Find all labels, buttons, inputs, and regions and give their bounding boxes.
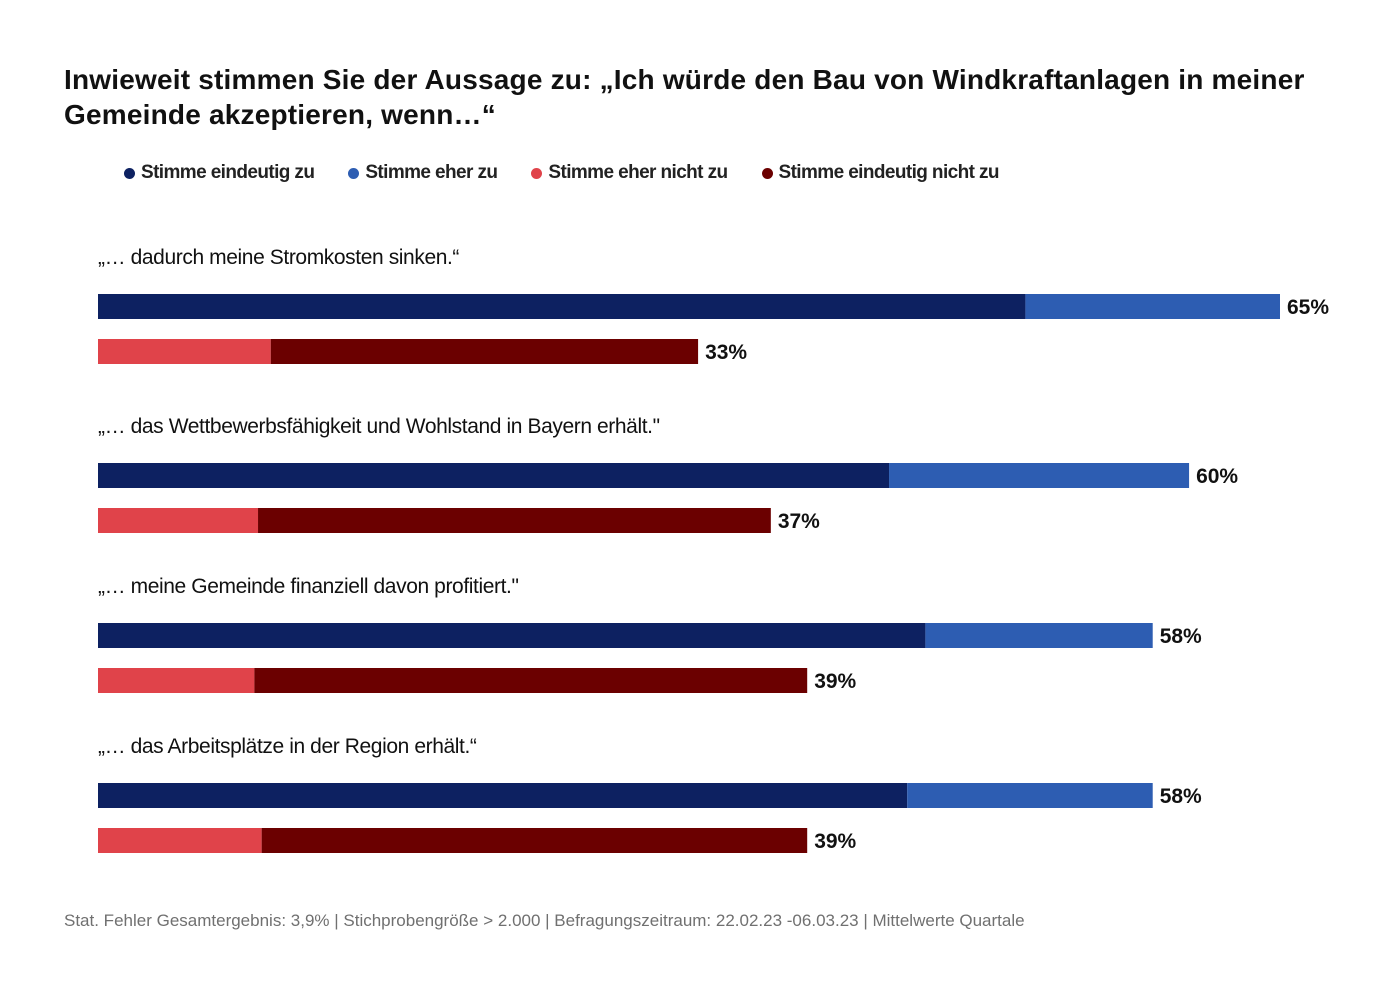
bar-total-label: 37% [778,510,820,533]
bar-total-label: 39% [814,670,856,693]
legend-dot-icon [124,167,135,179]
bar-stimme-eindeutig-zu [98,294,1026,319]
bar-stimme-eher-nicht-zu [98,339,271,364]
bar-total-label: 39% [814,830,856,853]
category-label: „… dadurch meine Stromkosten sinken.“ [98,246,459,269]
bar-stimme-eindeutig-nicht-zu [261,828,808,853]
legend-dot-icon [761,167,773,179]
bar-stimme-eindeutig-nicht-zu [270,339,699,364]
bar-stimme-eher-zu [889,463,1190,488]
bar-stimme-eindeutig-zu [98,783,908,808]
legend-item-eindeutig-nicht-zu: Stimme eindeutig nicht zu [761,162,1000,184]
legend-item-eher-zu: Stimme eher zu [348,162,498,184]
category-label: „… meine Gemeinde finanziell davon profi… [98,575,519,598]
footer-note: Stat. Fehler Gesamtergebnis: 3,9% | Stic… [64,911,1025,930]
legend-label: Stimme eindeutig nicht zu [778,162,1000,183]
bar-stimme-eher-nicht-zu [98,668,255,693]
category-label: „… das Wettbewerbsfähigkeit und Wohlstan… [98,415,660,438]
bar-total-label: 60% [1196,465,1238,488]
bar-stimme-eher-zu [907,783,1153,808]
bar-stimme-eher-nicht-zu [98,828,262,853]
legend-dot-icon [348,167,360,179]
legend-item-eindeutig-zu: Stimme eindeutig zu [124,162,315,184]
bar-stimme-eindeutig-nicht-zu [258,508,771,533]
category-label: „… das Arbeitsplätze in der Region erhäl… [98,735,477,758]
bar-total-label: 65% [1287,296,1329,319]
legend-label: Stimme eher zu [365,162,498,183]
bar-total-label: 33% [705,341,747,364]
bar-stimme-eher-nicht-zu [98,508,259,533]
legend-label: Stimme eher nicht zu [548,162,728,183]
chart-title: Inwieweit stimmen Sie der Aussage zu: „I… [64,64,1305,130]
legend: Stimme eindeutig zu Stimme eher zu Stimm… [124,160,1000,186]
legend-dot-icon [531,167,543,179]
bar-total-label: 58% [1160,785,1202,808]
bar-stimme-eher-zu [1025,294,1280,319]
bar-stimme-eindeutig-zu [98,463,890,488]
bar-stimme-eher-zu [925,623,1153,648]
bar-stimme-eindeutig-zu [98,623,926,648]
legend-label: Stimme eindeutig zu [141,162,315,183]
bar-total-label: 58% [1160,625,1202,648]
bar-stimme-eindeutig-nicht-zu [254,668,808,693]
legend-item-eher-nicht-zu: Stimme eher nicht zu [531,162,728,184]
